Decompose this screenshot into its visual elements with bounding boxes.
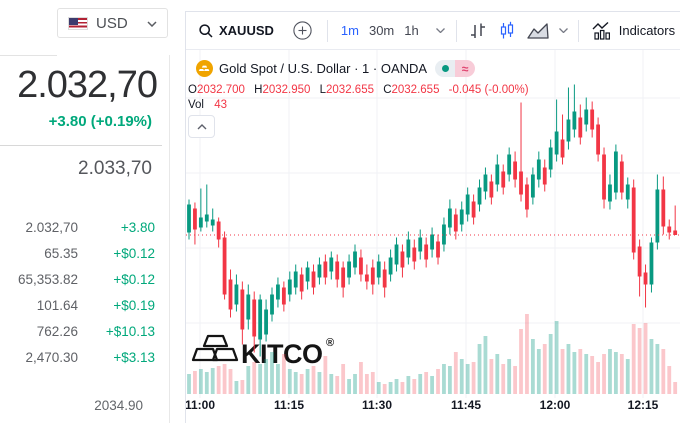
x-axis-label: 11:45 (451, 398, 481, 412)
volume-label: Vol (188, 99, 204, 111)
symbol-search-button[interactable]: XAUUSD (219, 23, 274, 38)
interval-30m-button[interactable]: 30m (368, 23, 395, 38)
toolbar-separator (577, 19, 579, 42)
market-open-dot-icon (435, 60, 456, 77)
x-axis-label: 11:15 (274, 398, 304, 412)
stat-change: +$0.12 (113, 246, 155, 261)
area-style-icon[interactable] (527, 22, 549, 39)
interval-1h-button[interactable]: 1h (404, 23, 419, 38)
list-item: 762.26 +$10.13 (0, 319, 155, 345)
kitco-watermark: KITCO ® (191, 334, 334, 369)
chevron-up-icon (197, 123, 206, 129)
stat-value: 65,353.82 (17, 272, 78, 287)
symbol-title[interactable]: Gold Spot / U.S. Dollar · 1 · OANDA (219, 61, 428, 76)
candles-layer (187, 84, 678, 357)
chevron-down-icon (147, 14, 157, 32)
bars-style-icon[interactable] (469, 22, 486, 40)
compare-add-icon[interactable] (293, 21, 312, 40)
low-value: 2032.655 (326, 84, 374, 96)
stat-value: 101.64 (36, 298, 78, 313)
interval-menu-chevron-icon[interactable] (435, 28, 445, 33)
list-item: 65.35 +$0.12 (0, 241, 155, 267)
panel-divider (169, 55, 170, 423)
volume-row: Vol 43 (188, 99, 227, 111)
volume-value: 43 (214, 99, 227, 111)
market-status-pill[interactable]: ≈ (435, 60, 476, 77)
candles-style-icon[interactable] (499, 21, 515, 40)
registered-mark: ® (326, 337, 334, 349)
stat-value: 2,470.30 (25, 350, 78, 365)
stat-change: +3.80 (120, 220, 155, 235)
us-flag-icon (68, 16, 88, 30)
indicators-icon[interactable] (591, 21, 613, 40)
price-divider (0, 145, 162, 146)
x-axis-label: 12:00 (540, 398, 571, 412)
stat-value: 762.26 (36, 324, 78, 339)
stat-change: +$3.13 (113, 350, 155, 365)
currency-selector[interactable]: USD (57, 8, 168, 38)
volume-layer (187, 314, 678, 394)
stat-change: +$0.12 (113, 272, 155, 287)
stat-change: +$10.13 (105, 324, 155, 339)
stat-change: +$0.19 (113, 298, 155, 313)
toolbar-separator (326, 19, 328, 42)
main-gold-price: 2.032,70 (17, 64, 158, 106)
x-axis-label: 11:30 (362, 398, 392, 412)
ohlc-label: C (383, 84, 392, 96)
x-axis-label: 12:15 (628, 398, 659, 412)
main-price-change: +3.80 (+0.19%) (48, 113, 152, 130)
delayed-data-icon: ≈ (455, 60, 476, 77)
x-axis-label: 11:00 (186, 398, 215, 412)
list-item: 2.032,70 +3.80 (0, 215, 155, 241)
bar-change-value: -0.045 (-0.00%) (448, 84, 529, 96)
time-axis[interactable]: 11:00 11:15 11:30 11:45 12:00 12:15 (186, 398, 659, 412)
price-chart[interactable]: KITCO ® 11:00 11:15 11:30 11:45 12:00 12:15 (186, 50, 680, 423)
card-top-border (0, 55, 57, 56)
ohlc-label: H (254, 84, 263, 96)
currency-label: USD (96, 14, 128, 32)
metal-stats-list: 2.032,70 +3.80 65.35 +$0.12 65,353.82 +$… (0, 215, 155, 371)
ask-price: 2.033,70 (78, 158, 152, 179)
indicators-button[interactable]: Indicators (618, 23, 676, 38)
close-value: 2032.655 (391, 84, 440, 96)
high-value: 2032.950 (262, 84, 311, 96)
secondary-price: 2034.90 (94, 398, 143, 413)
toolbar-separator (455, 19, 457, 42)
interval-1m-button[interactable]: 1m (340, 23, 359, 38)
stat-value: 65.35 (44, 246, 78, 261)
chart-legend: Gold Spot / U.S. Dollar · 1 · OANDA ≈ (196, 60, 476, 77)
open-value: 2032.700 (196, 84, 245, 96)
stat-value: 2.032,70 (25, 220, 78, 235)
chart-toolbar: XAUUSD 1m 30m 1h Indicators (186, 12, 680, 50)
list-item: 65,353.82 +$0.12 (0, 267, 155, 293)
list-item: 2,470.30 +$3.13 (0, 345, 155, 371)
search-icon[interactable] (198, 23, 214, 39)
chart-panel (185, 11, 680, 423)
style-menu-chevron-icon[interactable] (558, 28, 568, 33)
gold-symbol-icon (196, 60, 213, 77)
ohlc-label: O (188, 84, 197, 96)
legend-collapse-button[interactable] (188, 115, 215, 138)
ohlc-row: O2032.700 H2032.950 L2032.655 C2032.655 … (188, 84, 529, 96)
ohlc-label: L (319, 84, 327, 96)
list-item: 101.64 +$0.19 (0, 293, 155, 319)
